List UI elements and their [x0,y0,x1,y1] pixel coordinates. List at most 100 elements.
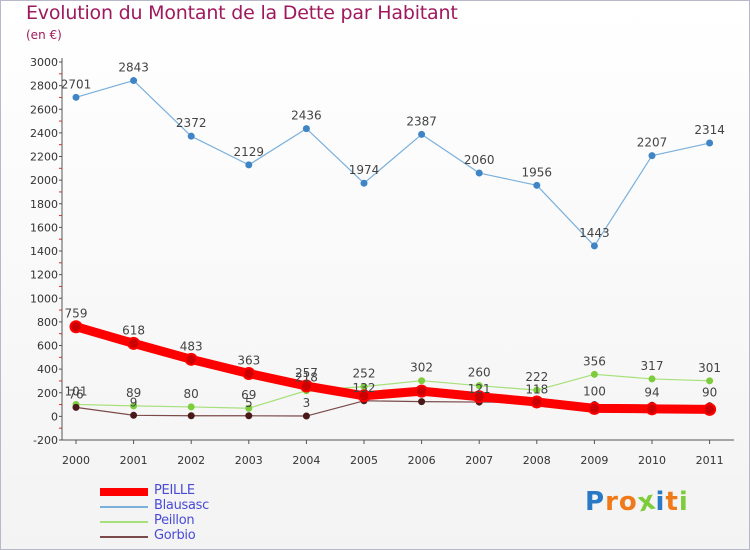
data-label-blausasc: 2843 [118,61,149,75]
y-tick-label: 2600 [30,103,58,116]
data-point-blausasc [648,152,656,160]
x-tick-label: 2000 [62,454,90,467]
y-tick-label: 2400 [30,127,58,140]
x-tick-label: 2005 [350,454,378,467]
chart-subtitle: (en €) [26,28,62,42]
series-line-peillon [75,373,711,409]
y-tick-label: 200 [37,387,58,400]
proxiti-logo: Proxiti [585,485,689,519]
y-tick-label: 800 [37,316,58,329]
data-label-gorbio: 76 [68,387,83,401]
data-label-peillon: 80 [184,387,199,401]
data-point-gorbio [418,398,426,406]
legend-label: Blausasc [154,498,209,513]
series-line-blausasc [75,79,711,247]
data-point-peille [645,402,659,416]
data-point-peille [242,366,256,380]
data-label-peillon: 260 [468,366,491,380]
data-point-peille [127,336,141,350]
data-point-blausasc [72,93,80,101]
y-tick-label: 2800 [30,80,58,93]
data-label-gorbio: 90 [702,386,717,400]
data-label-peillon: 356 [583,354,606,368]
data-label-peillon: 302 [410,361,433,375]
y-tick-label: 3000 [30,56,58,69]
data-label-peille: 618 [122,323,145,337]
data-point-peillon [130,402,138,410]
data-point-blausasc [475,169,483,177]
data-label-gorbio: 100 [583,385,606,399]
data-point-blausasc [245,161,253,169]
data-point-peillon [475,382,483,390]
data-label-peille: 363 [237,353,260,367]
x-tick-label: 2002 [177,454,205,467]
data-label-blausasc: 2436 [291,109,322,123]
data-label-blausasc: 2387 [406,114,437,128]
data-label-blausasc: 1974 [349,163,380,177]
data-label-gorbio: 3 [303,396,311,410]
data-point-peillon [706,377,714,385]
data-label-gorbio: 5 [245,396,253,410]
data-point-gorbio [130,411,138,419]
y-tick-label: 1200 [30,269,58,282]
data-point-peille [703,402,717,416]
data-point-blausasc [187,132,195,140]
legend-swatch [100,521,148,523]
data-point-peille [299,379,313,393]
x-tick-label: 2011 [696,454,724,467]
x-tick-label: 2009 [580,454,608,467]
y-tick-label: 1800 [30,198,58,211]
data-label-peillon: 89 [126,386,141,400]
x-tick-label: 2004 [292,454,320,467]
x-tick-label: 2006 [408,454,436,467]
legend-swatch [100,506,148,508]
data-point-peille [530,395,544,409]
data-point-peillon [648,375,656,383]
y-tick-label: 2000 [30,174,58,187]
data-point-blausasc [418,130,426,138]
data-label-peille: 759 [65,307,88,321]
chart-title: Evolution du Montant de la Dette par Hab… [26,2,458,24]
legend-swatch [100,536,148,538]
data-point-blausasc [706,139,714,147]
y-tick-label: 1400 [30,245,58,258]
data-point-peille [587,401,601,415]
y-tick-label: 2200 [30,151,58,164]
data-label-peille: 257 [295,366,318,380]
chart-legend: PEILLE Blausasc Peillon Gorbio [100,483,300,545]
data-point-peillon [360,383,368,391]
y-tick-label: -200 [33,434,58,447]
data-label-peillon: 252 [353,367,376,381]
data-point-blausasc [302,125,310,133]
x-tick-label: 2003 [235,454,263,467]
data-point-peillon [590,370,598,378]
data-point-peille [415,384,429,398]
data-label-gorbio: 94 [644,385,659,399]
data-label-blausasc: 1956 [522,165,553,179]
data-point-peillon [245,404,253,412]
data-point-peille [357,389,371,403]
data-label-blausasc: 2060 [464,153,495,167]
series-line-peille [71,322,715,414]
x-tick-label: 2001 [120,454,148,467]
x-tick-label: 2007 [465,454,493,467]
y-tick-label: 1600 [30,221,58,234]
data-label-peillon: 218 [295,371,318,385]
data-label-blausasc: 1443 [579,226,610,240]
data-point-blausasc [533,181,541,189]
data-point-gorbio [302,412,310,420]
data-label-blausasc: 2207 [637,136,668,150]
data-label-peillon: 317 [641,359,664,373]
data-label-blausasc: 2129 [234,145,265,159]
legend-item-peillon: Peillon [100,513,300,530]
data-label-peillon: 301 [698,361,721,375]
data-point-blausasc [360,179,368,187]
data-point-blausasc [130,77,138,85]
legend-label: Gorbio [154,528,196,543]
data-point-peille [184,352,198,366]
data-label-peillon: 101 [65,384,88,398]
legend-item-peille: PEILLE [100,483,300,500]
data-label-gorbio: 132 [353,381,376,395]
